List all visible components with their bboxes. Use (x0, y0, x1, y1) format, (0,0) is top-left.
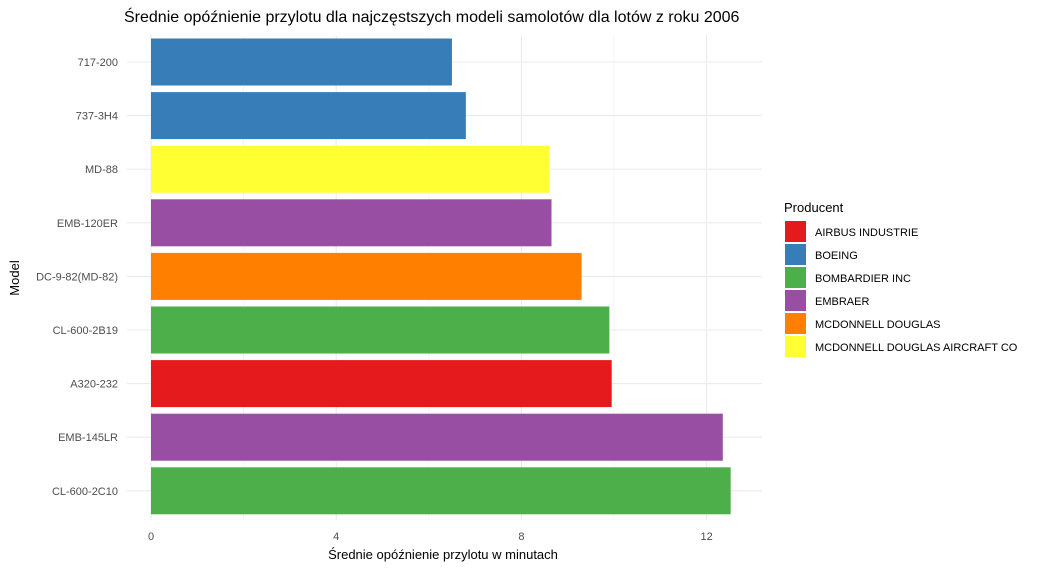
legend-label: MCDONNELL DOUGLAS AIRCRAFT CO (815, 342, 1018, 354)
legend-label: AIRBUS INDUSTRIE (815, 227, 918, 239)
y-tick-label: EMB-145LR (58, 432, 118, 444)
legend-label: BOMBARDIER INC (815, 273, 911, 285)
legend: Producent AIRBUS INDUSTRIE BOEING BOMBARDI… (784, 200, 1018, 357)
x-tick-labels: 0 4 8 12 (148, 531, 713, 543)
y-tick-label: CL-600-2B19 (53, 325, 118, 337)
legend-title: Producent (784, 200, 844, 215)
x-tick-label: 0 (148, 531, 154, 543)
legend-swatch (785, 244, 806, 265)
bar (151, 252, 582, 300)
legend-label: MCDONNELL DOUGLAS (815, 319, 941, 331)
legend-swatch (785, 290, 806, 311)
y-tick-label: 737-3H4 (76, 111, 118, 123)
y-tick-label: MD-88 (85, 164, 118, 176)
bar (151, 92, 466, 140)
y-tick-label: CL-600-2C10 (52, 486, 118, 498)
bar (151, 413, 723, 461)
x-tick-label: 12 (700, 531, 712, 543)
bar (151, 145, 550, 193)
y-tick-label: DC-9-82(MD-82) (36, 271, 118, 283)
bar (151, 306, 610, 354)
bar (151, 360, 612, 408)
chart-title: Średnie opóźnienie przylotu dla najczęst… (124, 7, 740, 26)
bars (151, 38, 731, 515)
x-tick-label: 4 (333, 531, 339, 543)
legend-swatch (785, 267, 806, 288)
y-axis-title: Model (7, 260, 22, 296)
y-tick-label: A320-232 (70, 379, 118, 391)
x-axis-title: Średnie opóźnienie przylotu w minutach (328, 547, 558, 562)
legend-label: EMBRAER (815, 296, 869, 308)
x-tick-label: 8 (518, 531, 524, 543)
legend-label: BOEING (815, 250, 858, 262)
legend-swatch (785, 221, 806, 242)
bar (151, 199, 552, 247)
bar (151, 467, 731, 515)
y-tick-label: EMB-120ER (57, 218, 118, 230)
y-tick-label: 717-200 (78, 57, 118, 69)
legend-swatch (785, 313, 806, 334)
y-tick-labels: 717-200 737-3H4 MD-88 EMB-120ER DC-9-82(MD-8… (36, 57, 118, 498)
legend-swatch (785, 336, 806, 357)
bar (151, 38, 452, 86)
